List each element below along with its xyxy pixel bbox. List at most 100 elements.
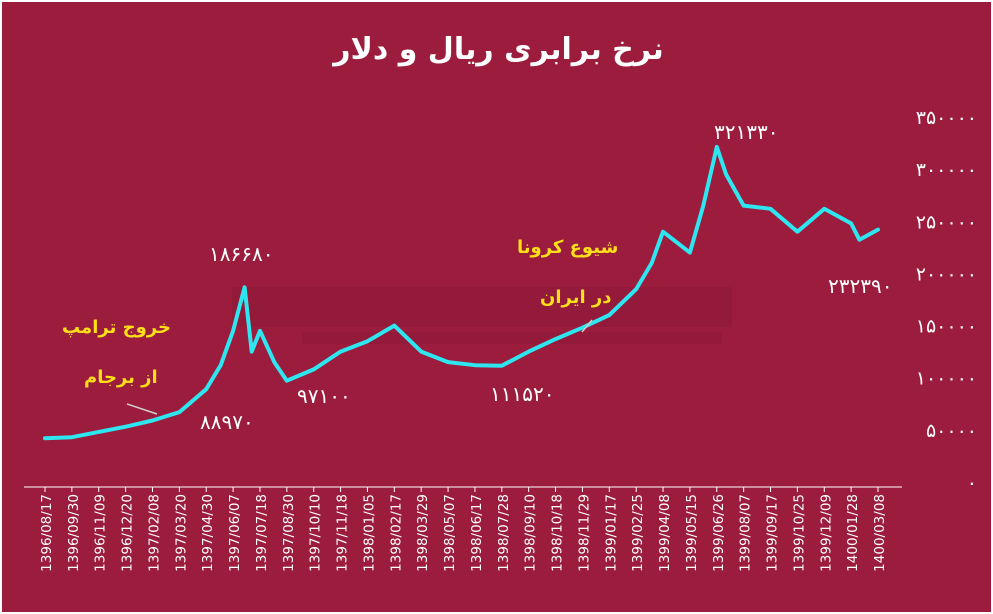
data-point: [849, 221, 853, 225]
value-label-232390: ۲۳۲۳۹۰: [828, 274, 893, 298]
x-tick-label: 1399/09/17: [765, 494, 781, 572]
x-tick-label: 1397/07/18: [254, 494, 270, 572]
data-point: [150, 418, 155, 423]
data-point: [339, 350, 343, 354]
data-point: [473, 363, 477, 367]
x-tick-label: 1397/11/18: [335, 494, 351, 572]
x-tick-label: 1398/09/10: [523, 494, 539, 572]
annotation-trump-exit-line1: خروج ترامپ: [62, 317, 171, 338]
x-tick-label: 1400/03/08: [872, 494, 888, 572]
data-point: [392, 324, 396, 328]
x-tick-label: 1398/07/28: [496, 494, 512, 572]
data-point: [250, 350, 254, 354]
data-point: [527, 350, 531, 354]
x-tick-label: 1397/04/30: [200, 494, 216, 572]
data-point: [688, 251, 692, 255]
data-point: [795, 230, 800, 234]
y-tick-label: ۲۰۰۰۰۰: [916, 263, 977, 285]
annotation-corona-line1: شیوع کرونا: [517, 237, 619, 258]
data-point: [650, 261, 654, 265]
data-point: [661, 230, 665, 234]
data-point: [607, 313, 611, 317]
data-point: [285, 379, 289, 383]
data-point: [70, 435, 74, 439]
x-tick-label: 1399/01/17: [603, 494, 619, 572]
x-tick-label: 1397/10/10: [308, 494, 324, 572]
x-tick-label: 1398/10/18: [550, 494, 566, 572]
x-tick-label: 1398/03/29: [415, 494, 431, 572]
watermark: [232, 287, 732, 344]
data-point: [580, 326, 585, 330]
x-tick-label: 1397/08/30: [281, 494, 297, 572]
value-label-111520: ۱۱۱۵۲۰: [490, 382, 555, 406]
y-tick-label: ۱۵۰۰۰۰: [916, 316, 977, 338]
data-point: [715, 145, 719, 149]
data-point: [124, 425, 128, 429]
x-tick-label: 1398/01/05: [361, 494, 377, 572]
value-label-97100: ۹۷۱۰۰: [297, 384, 351, 408]
data-point: [500, 364, 504, 368]
data-point: [177, 410, 181, 414]
data-point: [365, 339, 370, 343]
y-tick-label: ۳۰۰۰۰۰: [916, 159, 977, 181]
chart-title: نرخ برابری ریال و دلار: [333, 32, 664, 67]
x-axis: 1396/08/17 1396/09/30 1396/11/09 1396/12/20…: [39, 487, 888, 572]
data-point: [272, 360, 276, 364]
y-axis: ۰ ۵۰۰۰۰ ۱۰۰۰۰۰ ۱۵۰۰۰۰ ۲۰۰۰۰۰ ۲۵۰۰۰۰ ۳۰۰۰۰۰ ۳۵۰۰…: [916, 107, 977, 494]
data-point: [724, 172, 728, 176]
y-tick-label: ۰: [967, 472, 977, 494]
data-point: [742, 204, 746, 208]
annotation-corona-line2: در ایران: [540, 287, 612, 308]
y-tick-label: ۵۰۰۰۰: [926, 420, 977, 442]
x-tick-label: 1396/08/17: [39, 494, 55, 572]
x-tick-label: 1399/02/25: [630, 494, 646, 572]
x-tick-label: 1398/02/17: [388, 494, 404, 572]
x-tick-label: 1399/08/07: [738, 494, 754, 572]
data-point: [701, 204, 705, 208]
data-point: [219, 363, 223, 367]
data-point: [419, 350, 423, 354]
x-tick-label: 1397/03/20: [173, 494, 189, 572]
y-tick-label: ۳۵۰۰۰۰: [916, 107, 977, 129]
y-tick-label: ۱۰۰۰۰۰: [916, 368, 977, 390]
data-point: [857, 238, 862, 242]
data-point: [231, 329, 235, 333]
value-label-321330: ۳۲۱۳۳۰: [714, 120, 779, 144]
x-tick-label: 1399/12/09: [818, 494, 834, 572]
data-point: [768, 207, 773, 211]
x-tick-label: 1399/10/25: [791, 494, 807, 572]
data-point: [43, 436, 47, 440]
data-point: [258, 329, 262, 333]
data-point: [204, 387, 208, 391]
x-tick-label: 1397/02/08: [146, 494, 162, 572]
data-point: [634, 287, 638, 291]
trump-pointer: [126, 403, 158, 415]
data-point: [243, 285, 247, 289]
series-line: [43, 144, 880, 441]
corona-pointer: [581, 319, 593, 333]
series-usd-rial: [43, 144, 880, 441]
data-point: [312, 367, 316, 371]
x-tick-label: 1398/05/07: [442, 494, 458, 572]
x-tick-label: 1399/04/08: [657, 494, 673, 572]
data-point: [553, 337, 558, 341]
x-tick-label: 1396/11/09: [93, 494, 109, 572]
value-label-186680: ۱۸۶۶۸۰: [209, 242, 274, 266]
value-label-88970: ۸۸۹۷۰: [200, 410, 254, 434]
x-tick-label: 1399/06/26: [711, 494, 727, 572]
x-tick-label: 1400/01/28: [845, 494, 861, 572]
x-tick-label: 1397/06/07: [227, 494, 243, 572]
data-point: [97, 430, 101, 434]
data-point: [446, 360, 450, 364]
x-tick-label: 1396/12/20: [120, 494, 136, 572]
x-tick-label: 1398/06/17: [469, 494, 485, 572]
annotation-trump-exit-line2: از برجام: [84, 367, 158, 388]
y-tick-label: ۲۵۰۰۰۰: [916, 211, 977, 233]
data-point: [876, 228, 880, 232]
x-tick-label: 1399/05/15: [684, 494, 700, 572]
x-tick-label: 1398/11/29: [576, 494, 592, 572]
data-point: [822, 207, 826, 211]
x-tick-label: 1396/09/30: [66, 494, 82, 572]
